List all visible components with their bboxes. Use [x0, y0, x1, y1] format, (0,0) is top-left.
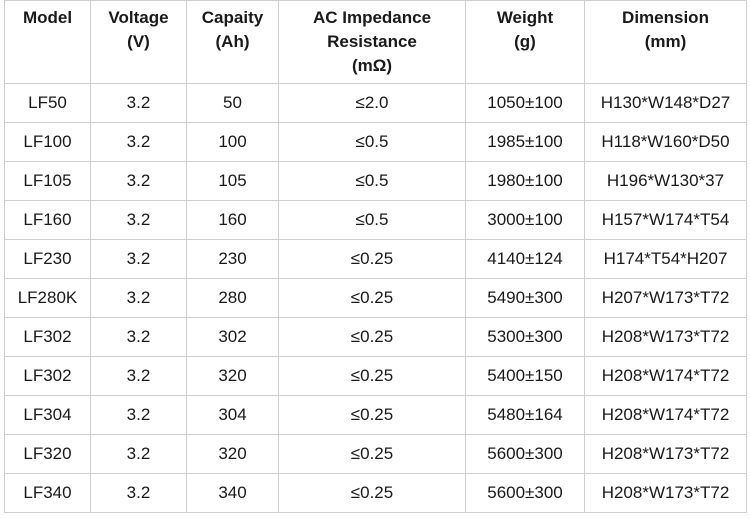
- weight-cell: 1050±100: [465, 83, 585, 123]
- voltage-cell: 3.2: [90, 317, 187, 357]
- model-cell: LF105: [4, 161, 91, 201]
- capacity-cell: 230: [186, 239, 279, 279]
- capacity-cell: 50: [186, 83, 279, 123]
- voltage-cell: 3.2: [90, 473, 187, 513]
- impedance-cell: ≤0.25: [278, 239, 466, 279]
- dimension-cell: H157*W174*T54: [584, 200, 747, 240]
- header-line: Voltage: [108, 8, 169, 27]
- header-line: (mΩ): [351, 56, 393, 75]
- header-line: (V): [127, 32, 150, 51]
- weight-cell: 1980±100: [465, 161, 585, 201]
- header-line: Resistance: [327, 32, 417, 51]
- table-row: LF280K 3.2 280 ≤0.25 5490±300 H207*W173*T72: [4, 278, 747, 318]
- table-row: LF50 3.2 50 ≤2.0 1050±100 H130*W148*D27: [4, 83, 747, 123]
- dimension-cell: H130*W148*D27: [584, 83, 747, 123]
- table-row: LF100 3.2 100 ≤0.5 1985±100 H118*W160*D50: [4, 122, 747, 162]
- weight-cell: 4140±124: [465, 239, 585, 279]
- capacity-cell: 160: [186, 200, 279, 240]
- model-cell: LF230: [4, 239, 91, 279]
- model-cell: LF100: [4, 122, 91, 162]
- impedance-cell: ≤0.25: [278, 317, 466, 357]
- table-row: LF302 3.2 320 ≤0.25 5400±150 H208*W174*T72: [4, 356, 747, 396]
- header-voltage: Voltage (V): [90, 0, 187, 84]
- model-cell: LF302: [4, 317, 91, 357]
- table-body: LF50 3.2 50 ≤2.0 1050±100 H130*W148*D27 LF100 3…: [4, 83, 747, 513]
- header-dimension: Dimension (mm): [584, 0, 747, 84]
- dimension-cell: H208*W173*T72: [584, 434, 747, 474]
- dimension-cell: H174*T54*H207: [584, 239, 747, 279]
- weight-cell: 5600±300: [465, 434, 585, 474]
- header-weight: Weight (g): [465, 0, 585, 84]
- table-row: LF340 3.2 340 ≤0.25 5600±300 H208*W173*T72: [4, 473, 747, 513]
- header-line: (g): [514, 32, 536, 51]
- capacity-cell: 100: [186, 122, 279, 162]
- weight-cell: 1985±100: [465, 122, 585, 162]
- impedance-cell: ≤2.0: [278, 83, 466, 123]
- model-cell: LF302: [4, 356, 91, 396]
- weight-cell: 5300±300: [465, 317, 585, 357]
- capacity-cell: 320: [186, 434, 279, 474]
- impedance-cell: ≤0.25: [278, 434, 466, 474]
- voltage-cell: 3.2: [90, 278, 187, 318]
- impedance-cell: ≤0.25: [278, 278, 466, 318]
- header-line: (Ah): [215, 32, 250, 51]
- weight-cell: 5600±300: [465, 473, 585, 513]
- header-line: Dimension: [622, 8, 709, 27]
- model-cell: LF50: [4, 83, 91, 123]
- dimension-cell: H208*W173*T72: [584, 473, 747, 513]
- table-row: LF160 3.2 160 ≤0.5 3000±100 H157*W174*T54: [4, 200, 747, 240]
- dimension-cell: H208*W174*T72: [584, 356, 747, 396]
- weight-cell: 3000±100: [465, 200, 585, 240]
- voltage-cell: 3.2: [90, 161, 187, 201]
- impedance-cell: ≤0.25: [278, 356, 466, 396]
- weight-cell: 5480±164: [465, 395, 585, 435]
- dimension-cell: H208*W174*T72: [584, 395, 747, 435]
- header-row: Model Voltage (V) Capaity (Ah) AC Impedance Re…: [4, 0, 747, 84]
- voltage-cell: 3.2: [90, 83, 187, 123]
- impedance-cell: ≤0.5: [278, 161, 466, 201]
- capacity-cell: 105: [186, 161, 279, 201]
- header-line: AC Impedance: [312, 8, 432, 27]
- model-cell: LF160: [4, 200, 91, 240]
- impedance-cell: ≤0.25: [278, 473, 466, 513]
- table-row: LF230 3.2 230 ≤0.25 4140±124 H174*T54*H207: [4, 239, 747, 279]
- capacity-cell: 280: [186, 278, 279, 318]
- voltage-cell: 3.2: [90, 434, 187, 474]
- impedance-cell: ≤0.5: [278, 200, 466, 240]
- voltage-cell: 3.2: [90, 395, 187, 435]
- table-header: Model Voltage (V) Capaity (Ah) AC Impedance Re…: [4, 0, 747, 84]
- capacity-cell: 304: [186, 395, 279, 435]
- dimension-cell: H118*W160*D50: [584, 122, 747, 162]
- voltage-cell: 3.2: [90, 356, 187, 396]
- header-line: Weight: [496, 8, 554, 27]
- dimension-cell: H208*W173*T72: [584, 317, 747, 357]
- dimension-cell: H196*W130*37: [584, 161, 747, 201]
- header-model: Model: [4, 0, 91, 84]
- table-row: LF304 3.2 304 ≤0.25 5480±164 H208*W174*T72: [4, 395, 747, 435]
- table-row: LF105 3.2 105 ≤0.5 1980±100 H196*W130*37: [4, 161, 747, 201]
- header-line: (mm): [644, 32, 687, 51]
- voltage-cell: 3.2: [90, 239, 187, 279]
- capacity-cell: 320: [186, 356, 279, 396]
- weight-cell: 5490±300: [465, 278, 585, 318]
- impedance-cell: ≤0.5: [278, 122, 466, 162]
- dimension-cell: H207*W173*T72: [584, 278, 747, 318]
- voltage-cell: 3.2: [90, 200, 187, 240]
- model-cell: LF280K: [4, 278, 91, 318]
- header-capacity: Capaity (Ah): [186, 0, 279, 84]
- battery-spec-table: Model Voltage (V) Capaity (Ah) AC Impedance Re…: [4, 0, 747, 513]
- model-cell: LF320: [4, 434, 91, 474]
- weight-cell: 5400±150: [465, 356, 585, 396]
- capacity-cell: 340: [186, 473, 279, 513]
- header-line: Capaity: [201, 8, 264, 27]
- voltage-cell: 3.2: [90, 122, 187, 162]
- model-cell: LF304: [4, 395, 91, 435]
- model-cell: LF340: [4, 473, 91, 513]
- header-line: Model: [22, 8, 73, 27]
- table-row: LF320 3.2 320 ≤0.25 5600±300 H208*W173*T72: [4, 434, 747, 474]
- capacity-cell: 302: [186, 317, 279, 357]
- impedance-cell: ≤0.25: [278, 395, 466, 435]
- header-ac-impedance: AC Impedance Resistance (mΩ): [278, 0, 466, 84]
- table-row: LF302 3.2 302 ≤0.25 5300±300 H208*W173*T72: [4, 317, 747, 357]
